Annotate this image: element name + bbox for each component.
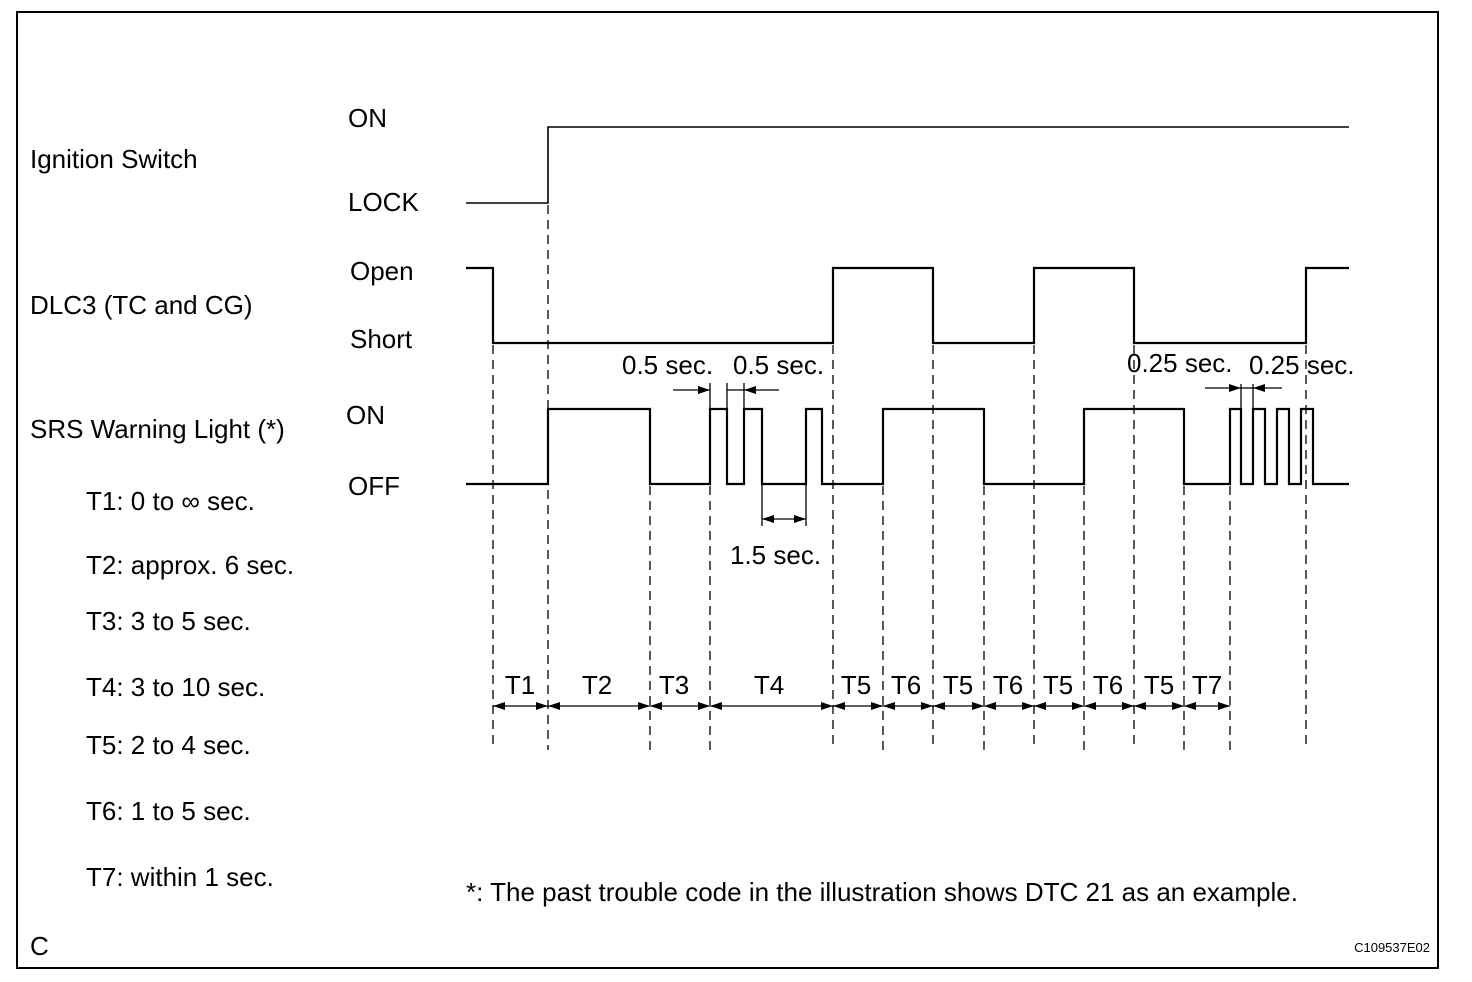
legend-item: T2: approx. 6 sec. xyxy=(86,550,294,580)
dlc3-short-state: Short xyxy=(350,324,413,354)
interval-legend: T1: 0 to ∞ sec. T2: approx. 6 sec. T3: 3… xyxy=(86,486,294,892)
interval-label: T5 xyxy=(1144,670,1174,700)
dlc3-open-state: Open xyxy=(350,256,414,286)
quarter-second-label-right: 0.25 sec. xyxy=(1249,350,1355,380)
interval-arrows xyxy=(493,702,1230,710)
arrowhead xyxy=(1084,702,1096,710)
arrowhead xyxy=(794,515,806,523)
ignition-lock-state: LOCK xyxy=(348,187,419,217)
interval-label: T6 xyxy=(993,670,1023,700)
quarter-second-label-left: 0.25 sec. xyxy=(1127,348,1233,378)
legend-item: T1: 0 to ∞ sec. xyxy=(86,486,255,516)
arrowhead xyxy=(1172,702,1184,710)
arrowhead xyxy=(1034,702,1046,710)
dlc3-waveform xyxy=(466,266,1349,345)
arrowhead xyxy=(921,702,933,710)
arrowhead xyxy=(493,702,505,710)
footnote: *: The past trouble code in the illustra… xyxy=(466,877,1298,907)
interval-label: T1 xyxy=(505,670,535,700)
interval-label: T5 xyxy=(1043,670,1073,700)
pulse-timing-markers xyxy=(673,383,1282,526)
arrowhead xyxy=(1022,702,1034,710)
srs-warning-light-label: SRS Warning Light (*) xyxy=(30,414,285,444)
interval-label: T6 xyxy=(1093,670,1123,700)
arrowhead xyxy=(1134,702,1146,710)
arrowhead xyxy=(883,702,895,710)
ignition-switch-label: Ignition Switch xyxy=(30,144,198,174)
figure-frame xyxy=(16,11,1439,969)
timing-guides xyxy=(492,205,1307,750)
srs-waveform xyxy=(466,407,1349,486)
arrowhead xyxy=(1184,702,1196,710)
arrowhead xyxy=(972,702,984,710)
arrowhead xyxy=(833,702,845,710)
arrowhead xyxy=(638,702,650,710)
legend-item: T3: 3 to 5 sec. xyxy=(86,606,251,636)
interval-label: T7 xyxy=(1192,670,1222,700)
legend-item: T7: within 1 sec. xyxy=(86,862,274,892)
arrowhead xyxy=(871,702,883,710)
arrowhead xyxy=(1072,702,1084,710)
half-second-label-right: 0.5 sec. xyxy=(733,350,824,380)
srs-off-state: OFF xyxy=(348,471,400,501)
legend-item: T6: 1 to 5 sec. xyxy=(86,796,251,826)
arrowhead xyxy=(1229,384,1241,392)
ignition-waveform xyxy=(466,126,1349,204)
interval-label: T3 xyxy=(659,670,689,700)
arrowhead xyxy=(1253,384,1265,392)
legend-item: T5: 2 to 4 sec. xyxy=(86,730,251,760)
ignition-on-state: ON xyxy=(348,103,387,133)
arrowhead xyxy=(984,702,996,710)
arrowhead xyxy=(762,515,774,523)
arrowhead xyxy=(698,702,710,710)
interval-dimensions: T1 T2 T3 T4 T5 T6 T5 T6 T5 T6 T5 T7 xyxy=(493,670,1230,710)
srs-on-state: ON xyxy=(346,400,385,430)
corner-letter: C xyxy=(30,931,49,961)
arrowhead xyxy=(536,702,548,710)
interval-label: T2 xyxy=(582,670,612,700)
dlc3-label: DLC3 (TC and CG) xyxy=(30,290,253,320)
arrowhead xyxy=(650,702,662,710)
interval-label: T4 xyxy=(754,670,784,700)
arrowhead xyxy=(933,702,945,710)
arrowhead xyxy=(698,386,710,394)
interval-label: T5 xyxy=(841,670,871,700)
arrowhead xyxy=(1122,702,1134,710)
arrowhead xyxy=(710,702,722,710)
figure-code: C109537E02 xyxy=(1354,940,1430,955)
arrowhead xyxy=(1218,702,1230,710)
arrowhead xyxy=(548,702,560,710)
interval-label: T5 xyxy=(943,670,973,700)
arrowhead xyxy=(744,386,756,394)
legend-item: T4: 3 to 10 sec. xyxy=(86,672,265,702)
half-second-label-left: 0.5 sec. xyxy=(622,350,713,380)
arrowhead xyxy=(821,702,833,710)
interval-label: T6 xyxy=(891,670,921,700)
one-and-half-second-label: 1.5 sec. xyxy=(730,540,821,570)
